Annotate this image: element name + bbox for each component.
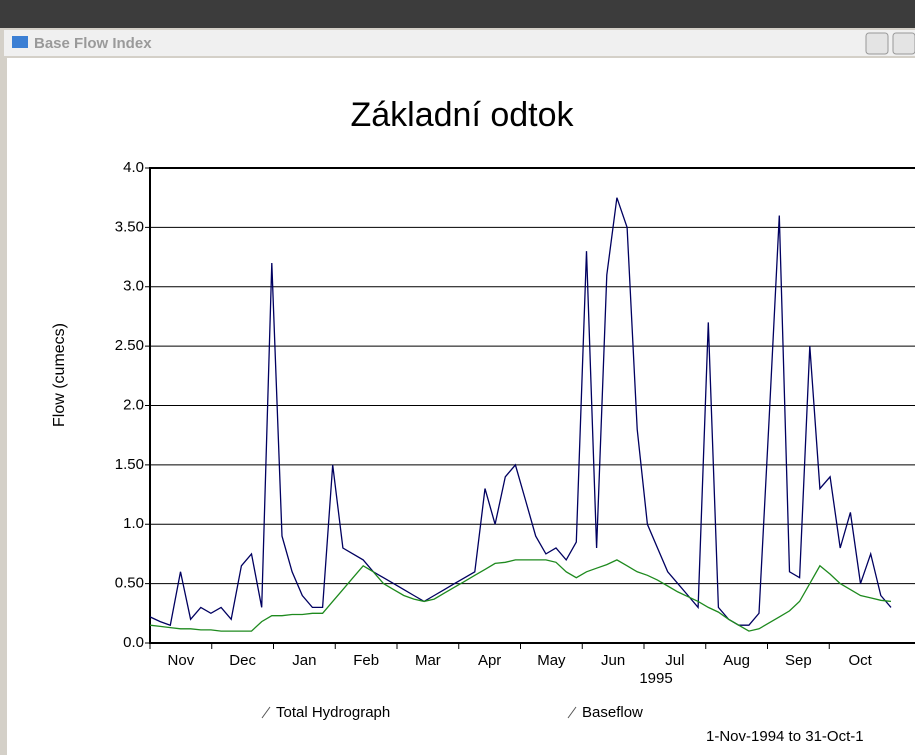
legend-swatch — [261, 706, 271, 719]
year-label: 1995 — [639, 670, 672, 687]
y-tick-label: 4.0 — [123, 159, 144, 176]
y-tick-label: 3.0 — [123, 278, 144, 295]
x-tick-label: Apr — [478, 652, 501, 669]
x-tick-label: Oct — [848, 652, 872, 669]
chart-title: Základní odtok — [350, 96, 574, 134]
period-label: 1-Nov-1994 to 31-Oct-1 — [706, 728, 864, 745]
top-strip — [0, 0, 915, 28]
client-area — [7, 58, 915, 755]
legend-swatch — [567, 706, 577, 719]
maximize-button[interactable] — [892, 32, 915, 55]
y-tick-label: 3.50 — [115, 218, 144, 235]
x-tick-label: Aug — [723, 652, 750, 669]
title-bar — [4, 30, 915, 56]
y-tick-label: 0.50 — [115, 575, 144, 592]
series-line — [149, 559, 892, 632]
x-tick-label: Sep — [785, 652, 812, 669]
x-tick-label: Feb — [353, 652, 379, 669]
plot-frame — [149, 167, 915, 644]
y-tick-label: 1.0 — [123, 515, 144, 532]
y-axis-label: Flow (cumecs) — [51, 323, 68, 427]
x-tick-label: Jan — [292, 652, 316, 669]
x-tick-label: Nov — [168, 652, 195, 669]
x-tick-label: Jun — [601, 652, 625, 669]
x-tick-label: Mar — [415, 652, 441, 669]
legend-label: Total Hydrograph — [276, 704, 390, 721]
y-tick-label: 2.50 — [115, 337, 144, 354]
legend-label: Baseflow — [582, 704, 643, 721]
y-tick-label: 0.0 — [123, 634, 144, 651]
x-tick-label: Dec — [229, 652, 256, 669]
window-title: Base Flow Index — [34, 35, 152, 52]
window-icon — [12, 36, 28, 48]
series-line — [149, 197, 892, 627]
y-tick-label: 2.0 — [123, 396, 144, 413]
x-tick-label: Jul — [665, 652, 684, 669]
x-tick-label: May — [537, 652, 566, 669]
y-tick-label: 1.50 — [115, 456, 144, 473]
minimize-button[interactable] — [865, 32, 889, 55]
